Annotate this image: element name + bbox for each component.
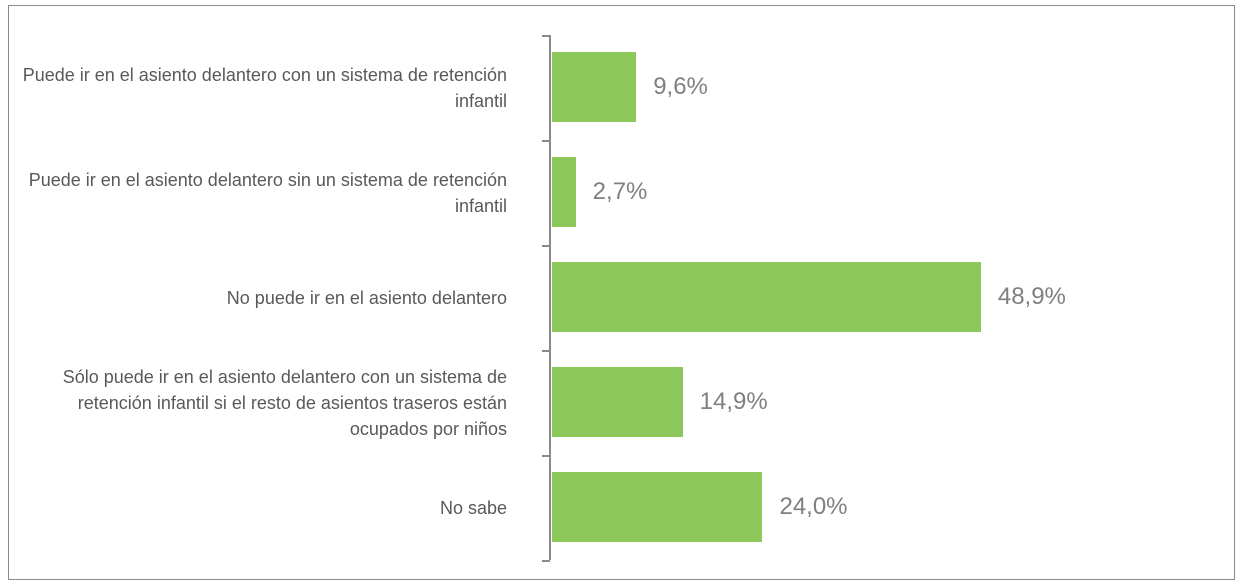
category-label: Puede ir en el asiento delantero con un … (14, 35, 507, 140)
bar (552, 157, 576, 227)
category-text: Puede ir en el asiento delantero con un … (22, 64, 507, 111)
value-label: 9,6% (653, 73, 708, 100)
category-text: Puede ir en el asiento delantero sin un … (28, 169, 507, 216)
axis-tick (542, 560, 550, 562)
value-label: 24,0% (779, 493, 848, 520)
category-label: No puede ir en el asiento delantero (14, 245, 507, 350)
axis-tick (542, 350, 550, 352)
bar (552, 262, 981, 332)
value-label: 14,9% (699, 388, 768, 415)
category-text: No sabe (439, 497, 507, 518)
axis-tick (542, 35, 550, 37)
axis-tick (542, 245, 550, 247)
category-label: Puede ir en el asiento delantero sin un … (14, 140, 507, 245)
value-label: 2,7% (592, 178, 648, 205)
axis-tick (542, 455, 550, 457)
category-label: No sabe (14, 455, 507, 560)
axis-tick (542, 140, 550, 142)
axis-line (549, 35, 551, 560)
value-label: 48,9% (997, 283, 1066, 310)
category-label: Sólo puede ir en el asiento delantero co… (14, 350, 507, 455)
category-text: Sólo puede ir en el asiento delantero co… (62, 366, 507, 439)
bar (552, 472, 763, 542)
category-text: No puede ir en el asiento delantero (226, 287, 507, 308)
bar (552, 52, 637, 122)
bar (552, 367, 683, 437)
